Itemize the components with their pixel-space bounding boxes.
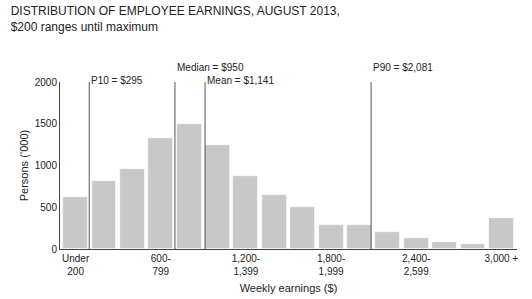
- svg-text:Persons (’000): Persons (’000): [18, 130, 30, 202]
- svg-text:Mean = $1,141: Mean = $1,141: [207, 75, 274, 86]
- svg-text:Weekly earnings ($): Weekly earnings ($): [240, 282, 338, 294]
- svg-text:3,000 +: 3,000 +: [485, 253, 519, 264]
- svg-text:1,200-1,399: 1,200-1,399: [232, 253, 260, 277]
- svg-text:1,800-1,999: 1,800-1,999: [317, 253, 345, 277]
- svg-text:1500: 1500: [35, 118, 58, 129]
- svg-text:0: 0: [51, 244, 57, 255]
- svg-text:DISTRIBUTION OF EMPLOYEE EARNI: DISTRIBUTION OF EMPLOYEE EARNINGS, AUGUS…: [11, 4, 340, 34]
- svg-text:1000: 1000: [35, 160, 58, 171]
- svg-text:Under200: Under200: [62, 253, 90, 277]
- svg-text:P10 = $295: P10 = $295: [91, 75, 143, 86]
- svg-text:P90 = $2,081: P90 = $2,081: [373, 62, 433, 73]
- svg-text:Median = $950: Median = $950: [177, 62, 244, 73]
- svg-text:2000: 2000: [35, 77, 58, 88]
- svg-text:500: 500: [40, 202, 57, 213]
- svg-text:600-799: 600-799: [151, 253, 171, 277]
- svg-text:2,400-2,599: 2,400-2,599: [402, 253, 430, 277]
